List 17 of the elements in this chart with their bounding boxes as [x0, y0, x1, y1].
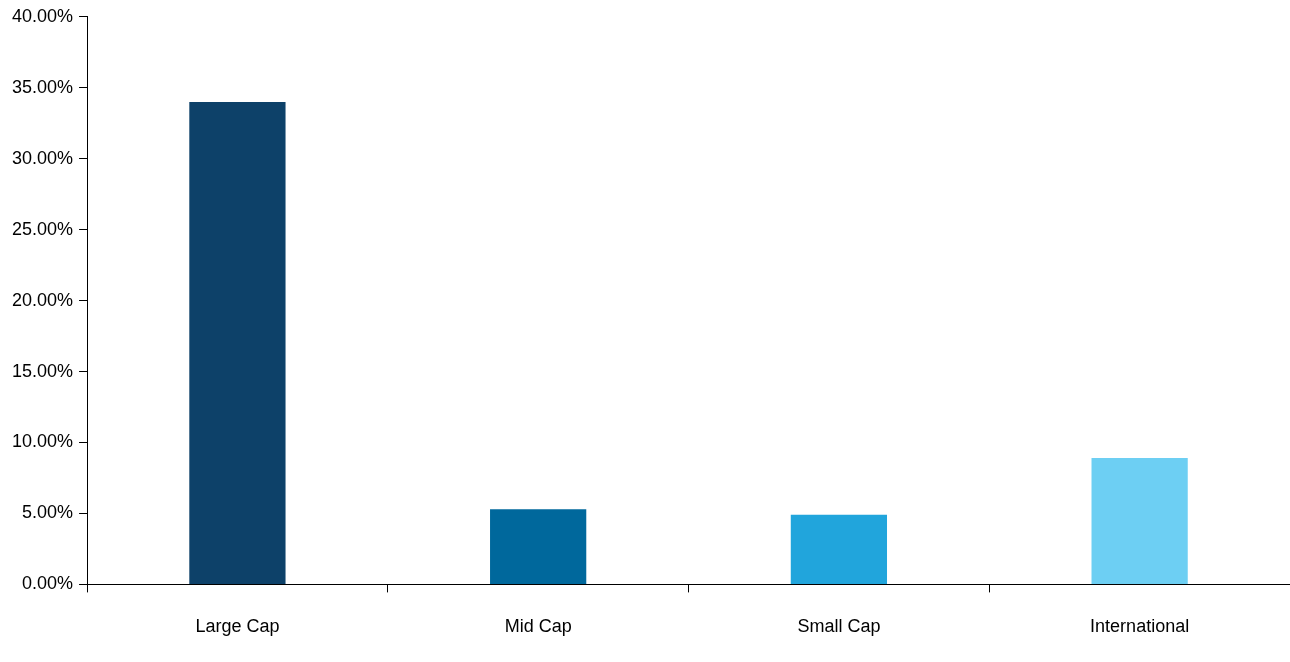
bar — [189, 101, 286, 584]
bar — [490, 509, 587, 584]
bar — [1091, 458, 1188, 584]
y-tick-label: 0.00% — [22, 573, 74, 594]
y-tick-label: 40.00% — [11, 5, 74, 26]
y-tick-label: 5.00% — [22, 502, 74, 523]
x-tick-label: Small Cap — [797, 616, 881, 637]
x-tick-label: International — [1090, 616, 1190, 637]
y-tick-label: 20.00% — [11, 289, 74, 310]
x-tick-label: Large Cap — [195, 616, 280, 637]
y-tick-label: 10.00% — [11, 431, 74, 452]
y-tick-label: 35.00% — [11, 76, 74, 97]
y-tick-label: 25.00% — [11, 218, 74, 239]
x-tick-label: Mid Cap — [504, 616, 572, 637]
y-tick-label: 30.00% — [11, 147, 74, 168]
bar — [790, 514, 888, 584]
y-tick-label: 15.00% — [11, 360, 74, 381]
